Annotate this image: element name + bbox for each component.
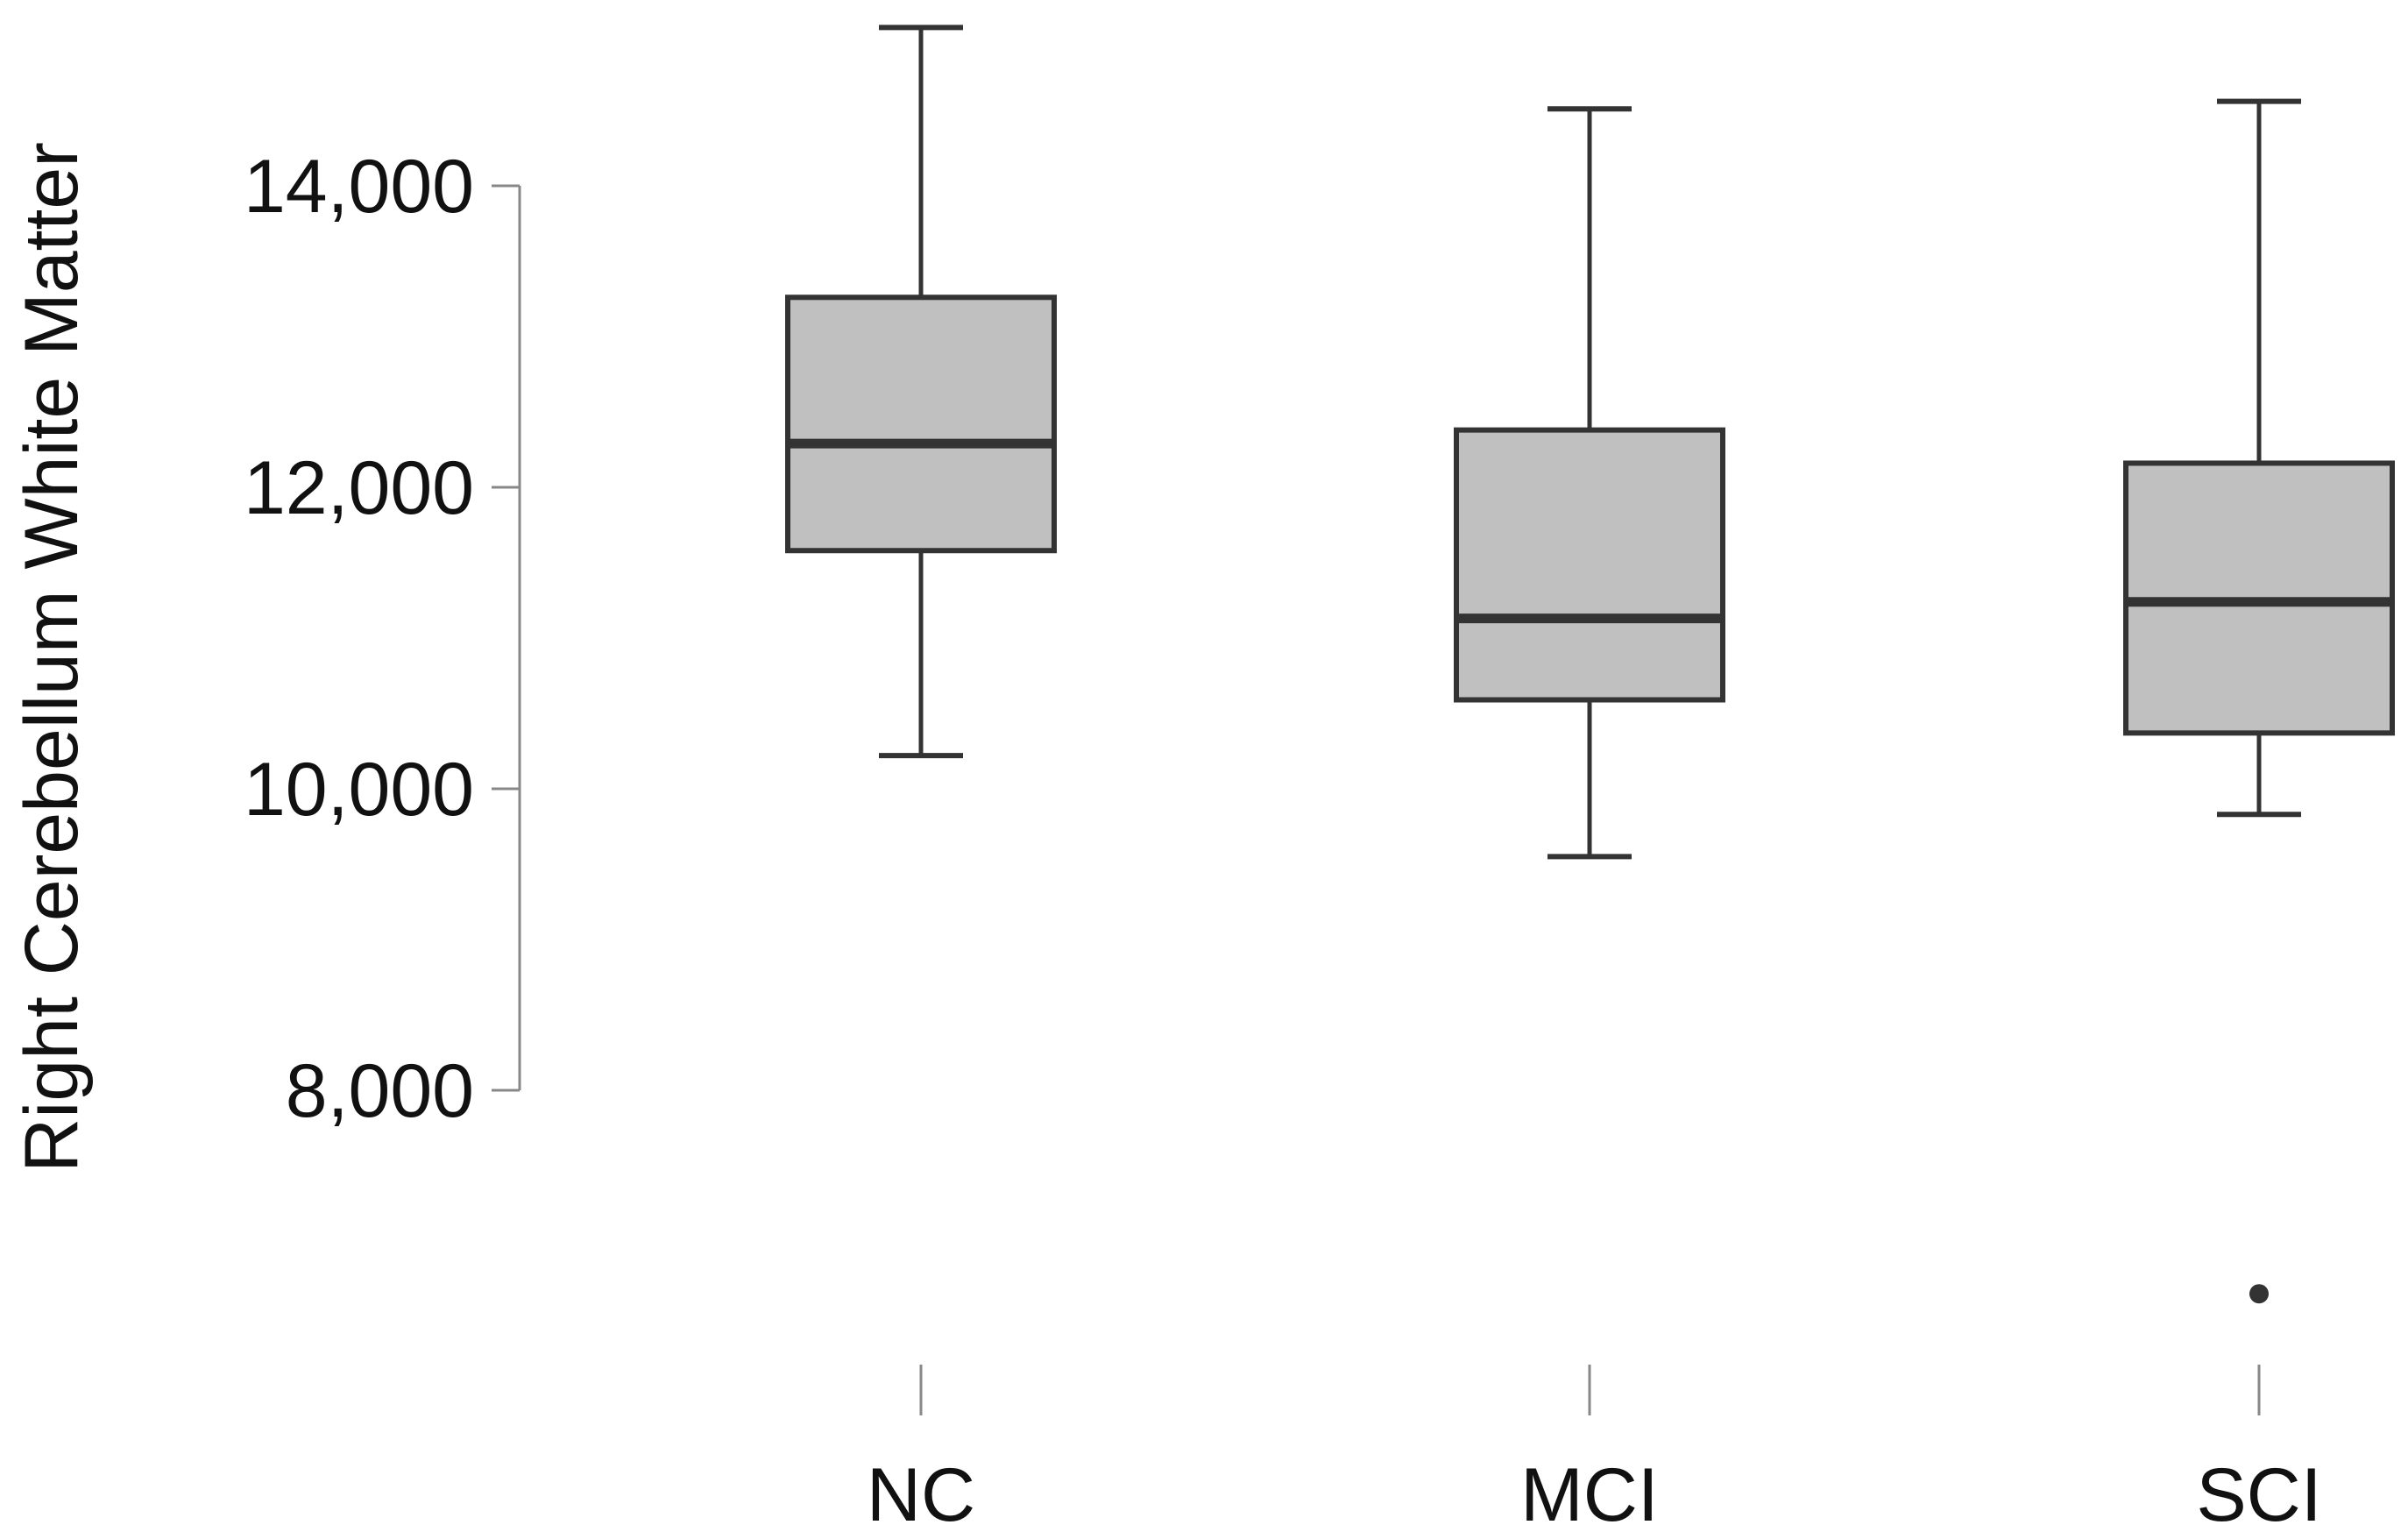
iqr-box — [1454, 427, 1725, 703]
box-mci — [1454, 106, 1725, 860]
y-axis: 8,000 10,000 12,000 14,000 — [244, 145, 521, 1133]
x-tick-label: SCI — [2196, 1453, 2321, 1537]
y-tick-label: 14,000 — [244, 145, 474, 229]
x-tick-label: MCI — [1520, 1453, 1659, 1537]
x-tick-label: NC — [867, 1453, 975, 1537]
iqr-box — [785, 294, 1057, 554]
y-tick-label: 10,000 — [244, 748, 474, 832]
box-sci — [2123, 98, 2395, 1304]
x-axis: NC MCI SCI — [867, 1365, 2322, 1537]
box-nc — [785, 25, 1057, 759]
outlier-point — [2249, 1284, 2269, 1304]
y-tick-label: 12,000 — [244, 446, 474, 530]
y-tick-label: 8,000 — [286, 1049, 474, 1133]
y-axis-title: Right Cerebellum White Matter — [10, 142, 94, 1173]
boxes-layer — [785, 25, 2395, 1304]
